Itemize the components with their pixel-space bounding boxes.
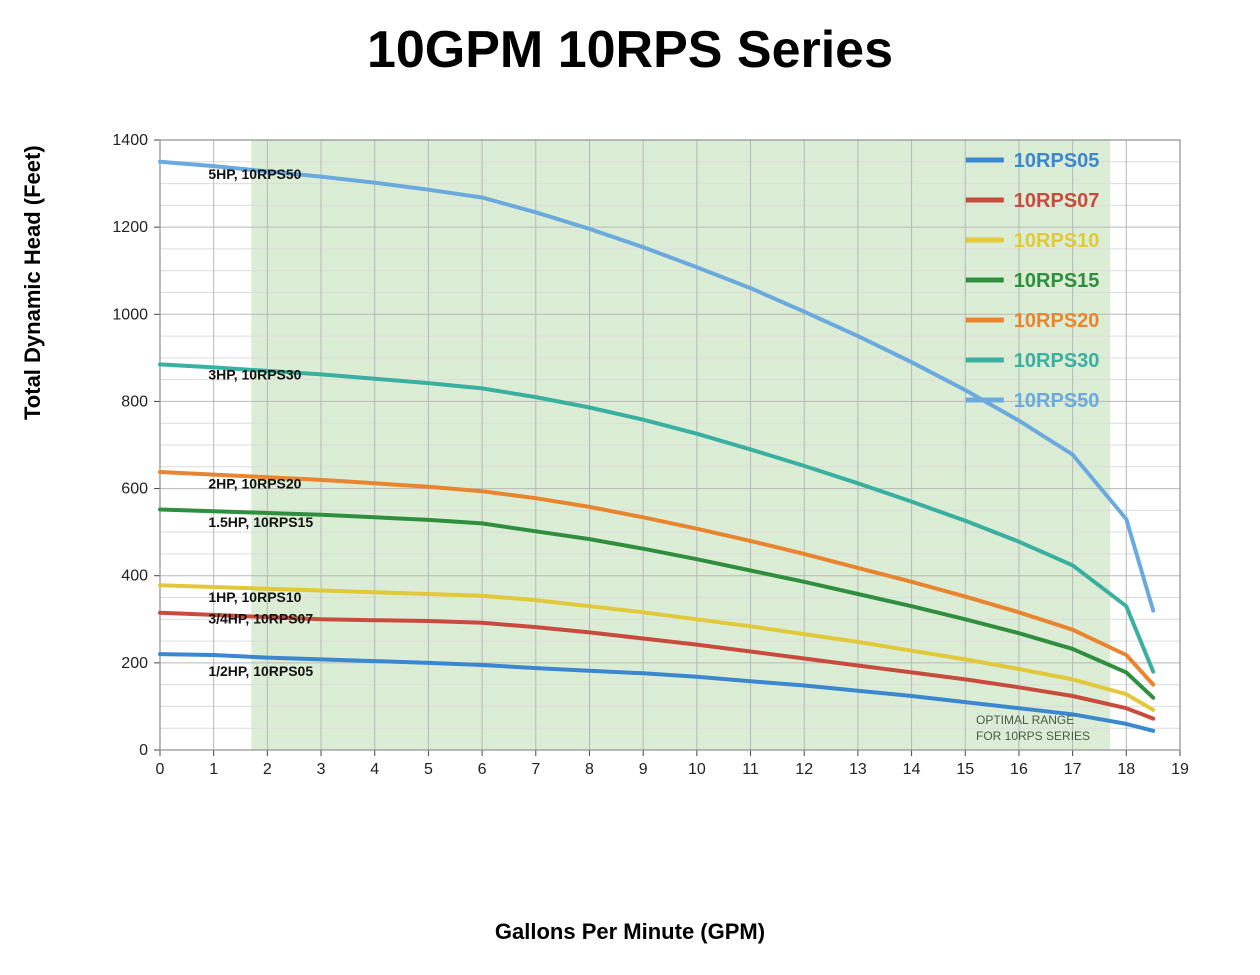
x-tick-label: 1 <box>209 761 218 778</box>
curve-label-10RPS30: 3HP, 10RPS30 <box>208 367 301 383</box>
x-tick-label: 2 <box>263 761 272 778</box>
y-tick-label: 1000 <box>112 306 148 323</box>
legend-label-10RPS30: 10RPS30 <box>1014 350 1100 372</box>
legend-label-10RPS05: 10RPS05 <box>1014 150 1100 172</box>
legend-label-10RPS10: 10RPS10 <box>1014 230 1100 252</box>
legend-swatch-10RPS10 <box>966 238 1004 243</box>
x-tick-label: 15 <box>956 761 974 778</box>
y-tick-label: 1200 <box>112 219 148 236</box>
optimal-range-label: OPTIMAL RANGE <box>976 713 1074 727</box>
legend-label-10RPS15: 10RPS15 <box>1014 270 1100 292</box>
legend-swatch-10RPS30 <box>966 358 1004 363</box>
chart-container: 0200400600800100012001400012345678910111… <box>60 130 1210 830</box>
x-tick-label: 5 <box>424 761 433 778</box>
x-tick-label: 16 <box>1010 761 1028 778</box>
curve-label-10RPS20: 2HP, 10RPS20 <box>208 476 301 492</box>
x-tick-label: 14 <box>903 761 921 778</box>
x-tick-label: 8 <box>585 761 594 778</box>
y-tick-label: 600 <box>121 481 148 498</box>
x-tick-label: 12 <box>795 761 813 778</box>
x-tick-label: 6 <box>478 761 487 778</box>
x-tick-label: 17 <box>1064 761 1082 778</box>
y-tick-label: 400 <box>121 568 148 585</box>
legend-swatch-10RPS05 <box>966 158 1004 163</box>
x-tick-label: 19 <box>1171 761 1189 778</box>
chart-title: 10GPM 10RPS Series <box>0 20 1260 80</box>
y-tick-label: 800 <box>121 393 148 410</box>
x-tick-label: 9 <box>639 761 648 778</box>
legend-label-10RPS20: 10RPS20 <box>1014 310 1100 332</box>
x-tick-label: 0 <box>156 761 165 778</box>
x-tick-label: 7 <box>531 761 540 778</box>
curve-label-10RPS50: 5HP, 10RPS50 <box>208 166 301 182</box>
x-tick-label: 18 <box>1117 761 1135 778</box>
legend-swatch-10RPS50 <box>966 398 1004 403</box>
curve-label-10RPS10: 1HP, 10RPS10 <box>208 589 301 605</box>
curve-label-10RPS05: 1/2HP, 10RPS05 <box>208 663 313 679</box>
x-tick-label: 13 <box>849 761 867 778</box>
legend-swatch-10RPS07 <box>966 198 1004 203</box>
optimal-range-label: FOR 10RPS SERIES <box>976 729 1090 743</box>
y-axis-label: Total Dynamic Head (Feet) <box>20 145 46 420</box>
y-tick-label: 1400 <box>112 132 148 149</box>
legend-label-10RPS07: 10RPS07 <box>1014 190 1100 212</box>
y-tick-label: 200 <box>121 655 148 672</box>
y-tick-label: 0 <box>139 742 148 759</box>
curve-label-10RPS07: 3/4HP, 10RPS07 <box>208 611 313 627</box>
curve-label-10RPS15: 1.5HP, 10RPS15 <box>208 514 313 530</box>
x-axis-label: Gallons Per Minute (GPM) <box>0 919 1260 945</box>
pump-curve-chart: 0200400600800100012001400012345678910111… <box>60 130 1210 830</box>
legend-swatch-10RPS15 <box>966 278 1004 283</box>
x-tick-label: 3 <box>317 761 326 778</box>
legend-label-10RPS50: 10RPS50 <box>1014 390 1100 412</box>
legend-swatch-10RPS20 <box>966 318 1004 323</box>
x-tick-label: 11 <box>742 761 759 778</box>
x-tick-label: 4 <box>370 761 379 778</box>
x-tick-label: 10 <box>688 761 706 778</box>
